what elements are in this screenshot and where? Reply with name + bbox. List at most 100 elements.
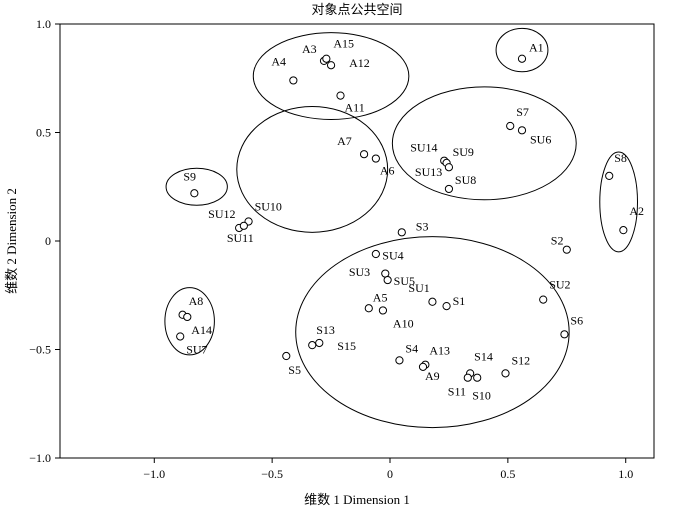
cluster-ellipse-8 <box>164 287 215 356</box>
point-a11 <box>336 91 345 100</box>
point-s7 <box>506 121 515 131</box>
cluster-ellipse-5 <box>165 167 228 206</box>
point-label-a13: A13 <box>429 344 450 358</box>
point-a12 <box>326 61 336 70</box>
point-label-su13: SU13 <box>415 165 442 179</box>
point-label-su10: SU10 <box>255 199 282 213</box>
point-label-su11: SU11 <box>227 231 254 245</box>
cluster-ellipse-3 <box>391 86 577 201</box>
point-s4 <box>395 356 404 365</box>
point-s9 <box>190 189 199 198</box>
cluster-ellipse-2 <box>252 32 410 120</box>
point-a2 <box>619 226 628 235</box>
point-label-a1: A1 <box>529 41 544 55</box>
point-a14 <box>183 312 192 322</box>
point-a7 <box>359 150 369 159</box>
point-label-a2: A2 <box>629 204 644 218</box>
point-label-a5: A5 <box>373 290 388 304</box>
point-s5 <box>282 351 291 361</box>
point-label-s13: S13 <box>316 323 335 337</box>
point-a15 <box>322 54 331 63</box>
x-axis-title: 维数 1 Dimension 1 <box>304 492 410 507</box>
point-label-s4: S4 <box>405 341 418 355</box>
point-a1 <box>517 54 527 63</box>
point-label-s6: S6 <box>570 313 583 327</box>
chart-title: 对象点公共空间 <box>311 2 402 17</box>
point-label-a12: A12 <box>349 56 370 70</box>
y-tick-label: 0.5 <box>36 126 51 140</box>
cluster-ellipse-4 <box>236 105 389 233</box>
x-tick-label: 0.5 <box>500 467 515 481</box>
point-s12 <box>501 369 510 378</box>
cluster-ellipse-6 <box>599 151 639 253</box>
x-tick-label: −1.0 <box>143 467 165 481</box>
point-s8 <box>605 171 614 180</box>
y-axis-title: 维数 2 Dimension 2 <box>4 188 19 294</box>
point-label-su1: SU1 <box>408 281 429 295</box>
point-label-su7: SU7 <box>186 342 207 356</box>
point-s3 <box>397 228 406 237</box>
point-label-a11: A11 <box>345 101 365 115</box>
point-label-su9: SU9 <box>453 145 474 159</box>
plot-frame <box>59 23 655 459</box>
point-label-su2: SU2 <box>549 278 570 292</box>
point-label-s5: S5 <box>288 363 301 377</box>
y-tick-label: −0.5 <box>29 343 51 357</box>
point-label-a8: A8 <box>189 294 204 308</box>
point-label-su3: SU3 <box>349 265 370 279</box>
cluster-ellipse-1 <box>495 27 549 73</box>
point-label-a4: A4 <box>271 54 286 68</box>
y-tick-label: −1.0 <box>29 451 51 465</box>
point-label-s3: S3 <box>416 219 429 233</box>
point-s13 <box>308 341 317 350</box>
point-label-s2: S2 <box>551 234 564 248</box>
point-label-su14: SU14 <box>410 141 437 155</box>
point-su2 <box>539 295 548 304</box>
point-a10 <box>378 306 388 315</box>
point-a5 <box>364 304 373 313</box>
point-su13 <box>444 163 454 172</box>
point-su11 <box>239 221 248 230</box>
y-tick-label: 1.0 <box>36 17 51 31</box>
point-su6 <box>517 126 527 135</box>
point-label-a7: A7 <box>337 134 352 148</box>
point-label-s15: S15 <box>337 339 356 353</box>
point-label-a6: A6 <box>380 164 395 178</box>
point-s1 <box>442 302 451 311</box>
y-tick-label: 0 <box>45 234 51 248</box>
point-label-su4: SU4 <box>382 249 403 263</box>
point-label-a14: A14 <box>191 323 212 337</box>
point-su1 <box>428 297 437 306</box>
point-label-su6: SU6 <box>530 132 551 146</box>
point-label-s11: S11 <box>448 385 466 399</box>
point-a4 <box>289 76 298 85</box>
point-label-su12: SU12 <box>208 207 235 221</box>
x-tick-label: −0.5 <box>261 467 283 481</box>
point-label-a10: A10 <box>393 316 414 330</box>
point-s11 <box>463 373 472 382</box>
point-label-a3: A3 <box>302 42 317 56</box>
point-label-s14: S14 <box>474 349 493 363</box>
point-label-s1: S1 <box>453 294 466 308</box>
point-a9 <box>418 362 428 371</box>
point-s2 <box>562 245 571 254</box>
x-tick-label: 1.0 <box>618 467 633 481</box>
point-su8 <box>444 184 454 194</box>
point-su7 <box>176 332 185 341</box>
point-label-s7: S7 <box>516 105 529 119</box>
point-label-s9: S9 <box>183 169 196 183</box>
point-s15 <box>315 338 324 348</box>
point-label-s8: S8 <box>614 151 627 165</box>
cluster-ellipse-7 <box>295 236 570 429</box>
point-label-a9: A9 <box>425 369 440 383</box>
point-s6 <box>560 330 569 339</box>
point-label-su8: SU8 <box>455 173 476 187</box>
point-su5 <box>383 275 392 285</box>
point-label-su5: SU5 <box>394 274 415 288</box>
x-tick-label: 0 <box>387 467 393 481</box>
point-su3 <box>371 249 380 259</box>
point-label-s10: S10 <box>472 389 491 403</box>
point-s10 <box>473 373 482 382</box>
point-label-s12: S12 <box>512 353 531 367</box>
